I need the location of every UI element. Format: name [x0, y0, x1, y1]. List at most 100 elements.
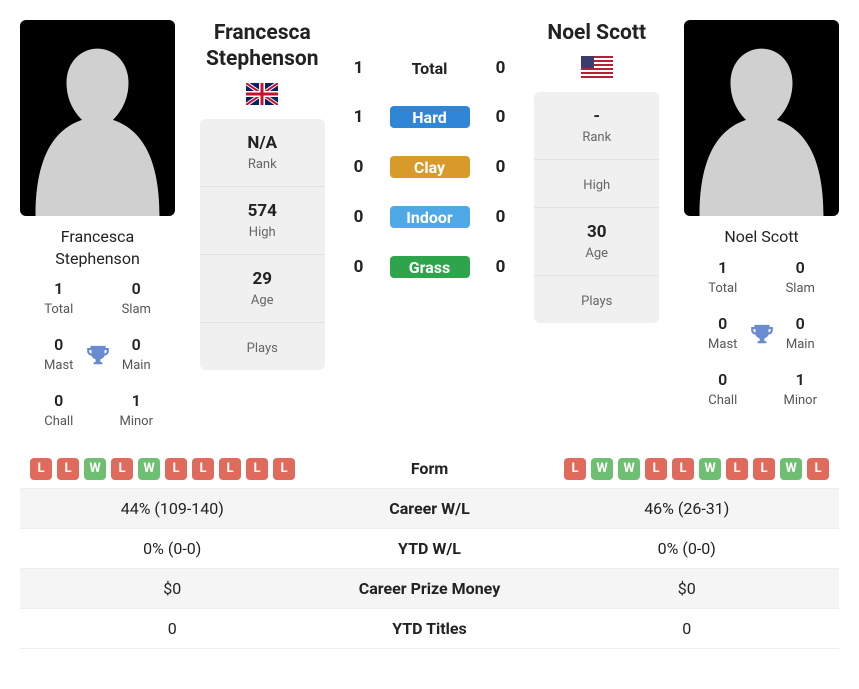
stack-plays: Plays: [200, 322, 325, 370]
us-flag-icon: [581, 56, 613, 78]
stat-total: 1 Total: [20, 279, 98, 317]
player-a-name[interactable]: Francesca Stephenson: [192, 20, 332, 73]
form-chip[interactable]: L: [219, 458, 241, 480]
compare-b-value: $0: [535, 579, 840, 598]
compare-a-value: 0: [20, 619, 325, 638]
h2h-row: 0 Grass 0: [350, 256, 510, 278]
stat-slam: 0 Slam: [762, 258, 840, 296]
stack-age: 29 Age: [200, 254, 325, 322]
compare-row: 0YTD Titles0: [20, 609, 839, 649]
stack-age: 30 Age: [534, 207, 659, 275]
h2h-b-value: 0: [492, 207, 510, 227]
player-b-card: Noel Scott 1 Total 0 Slam 0 Mast 0 Main: [684, 20, 839, 429]
uk-flag-icon: [246, 83, 278, 105]
compare-label: Form: [325, 459, 535, 478]
compare-b-value: LWWLLWLLWL: [535, 458, 840, 480]
compare-label: Career W/L: [325, 499, 535, 518]
form-chip[interactable]: W: [138, 458, 160, 480]
player-b-name[interactable]: Noel Scott: [547, 20, 646, 46]
form-chip[interactable]: L: [246, 458, 268, 480]
form-chip[interactable]: W: [699, 458, 721, 480]
h2h-a-value: 1: [350, 58, 368, 78]
stat-mast: 0 Mast: [20, 335, 98, 373]
form-chip[interactable]: L: [30, 458, 52, 480]
form-chip[interactable]: L: [273, 458, 295, 480]
form-chips-a: LLWLWLLLLL: [20, 458, 325, 480]
compare-row: $0Career Prize Money$0: [20, 569, 839, 609]
compare-label: YTD W/L: [325, 539, 535, 558]
form-chip[interactable]: L: [57, 458, 79, 480]
form-chip[interactable]: W: [618, 458, 640, 480]
player-b-namecol: Noel Scott - Rank High 30: [527, 20, 667, 429]
h2h-b-value: 0: [492, 107, 510, 127]
h2h-a-value: 0: [350, 257, 368, 277]
h2h-row: 1 Total 0: [350, 58, 510, 78]
compare-a-value: 44% (109-140): [20, 499, 325, 518]
stat-minor: 1 Minor: [98, 391, 176, 429]
form-chip[interactable]: L: [753, 458, 775, 480]
h2h-surface-label: Total: [390, 59, 470, 78]
h2h-row: 1Hard0: [350, 106, 510, 128]
player-a-namecol: Francesca Stephenson N/A Rank 574 High: [192, 20, 332, 429]
form-chip[interactable]: L: [165, 458, 187, 480]
h2h-b-value: 0: [492, 58, 510, 78]
form-chip[interactable]: W: [84, 458, 106, 480]
compare-a-value: 0% (0-0): [20, 539, 325, 558]
stat-minor: 1 Minor: [762, 370, 840, 408]
h2h-b-value: 0: [492, 257, 510, 277]
player-b-photo[interactable]: [684, 20, 839, 216]
form-chip[interactable]: L: [726, 458, 748, 480]
h2h-surface-label: Indoor: [390, 206, 470, 228]
silhouette-icon: [684, 30, 839, 216]
form-chip[interactable]: L: [564, 458, 586, 480]
stack-high: 574 High: [200, 186, 325, 254]
player-a-stack: N/A Rank 574 High 29 Age Plays: [200, 119, 325, 370]
h2h-row: 0Clay0: [350, 156, 510, 178]
form-chip[interactable]: L: [807, 458, 829, 480]
stack-plays: Plays: [534, 275, 659, 323]
player-b-card-stats: 1 Total 0 Slam 0 Mast 0 Main 0 Chall: [684, 258, 839, 408]
compare-a-value: $0: [20, 579, 325, 598]
compare-row: 44% (109-140)Career W/L46% (26-31): [20, 489, 839, 529]
player-a-card-stats: 1 Total 0 Slam 0 Mast 0 Main 0 Chall: [20, 279, 175, 429]
stack-high: High: [534, 159, 659, 207]
stack-rank: N/A Rank: [200, 119, 325, 186]
stack-rank: - Rank: [534, 92, 659, 159]
form-chip[interactable]: L: [645, 458, 667, 480]
compare-label: Career Prize Money: [325, 579, 535, 598]
compare-row: LLWLWLLLLLFormLWWLLWLLWL: [20, 449, 839, 489]
stat-mast: 0 Mast: [684, 314, 762, 352]
form-chip[interactable]: L: [192, 458, 214, 480]
compare-b-value: 46% (26-31): [535, 499, 840, 518]
player-a-flag-uk: [246, 83, 278, 105]
h2h-row: 0 Indoor 0: [350, 206, 510, 228]
player-a-photo[interactable]: [20, 20, 175, 216]
silhouette-icon: [20, 30, 175, 216]
form-chip[interactable]: L: [111, 458, 133, 480]
h2h-a-value: 0: [350, 207, 368, 227]
form-chip[interactable]: L: [672, 458, 694, 480]
compare-table: LLWLWLLLLLFormLWWLLWLLWL44% (109-140)Car…: [20, 449, 839, 649]
stat-main: 0 Main: [98, 335, 176, 373]
h2h-column: 1Total01Hard00Clay00Indoor00Grass0: [350, 20, 510, 429]
player-a-card: Francesca Stephenson 1 Total 0 Slam 0 Ma…: [20, 20, 175, 429]
stat-total: 1 Total: [684, 258, 762, 296]
stat-chall: 0 Chall: [20, 391, 98, 429]
form-chips-b: LWWLLWLLWL: [535, 458, 840, 480]
player-b-flag-us: [581, 56, 613, 78]
compare-b-value: 0: [535, 619, 840, 638]
compare-row: 0% (0-0)YTD W/L0% (0-0): [20, 529, 839, 569]
compare-a-value: LLWLWLLLLL: [20, 458, 325, 480]
player-a-card-name[interactable]: Francesca Stephenson: [20, 226, 175, 269]
form-chip[interactable]: W: [780, 458, 802, 480]
form-chip[interactable]: W: [591, 458, 613, 480]
h2h-surface-label: Hard: [390, 106, 470, 128]
player-b-stack: - Rank High 30 Age Plays: [534, 92, 659, 323]
stat-slam: 0 Slam: [98, 279, 176, 317]
stat-main: 0 Main: [762, 314, 840, 352]
player-b-card-name[interactable]: Noel Scott: [684, 226, 839, 248]
stat-chall: 0 Chall: [684, 370, 762, 408]
h2h-surface-label: Grass: [390, 256, 470, 278]
compare-label: YTD Titles: [325, 619, 535, 638]
h2h-a-value: 0: [350, 157, 368, 177]
